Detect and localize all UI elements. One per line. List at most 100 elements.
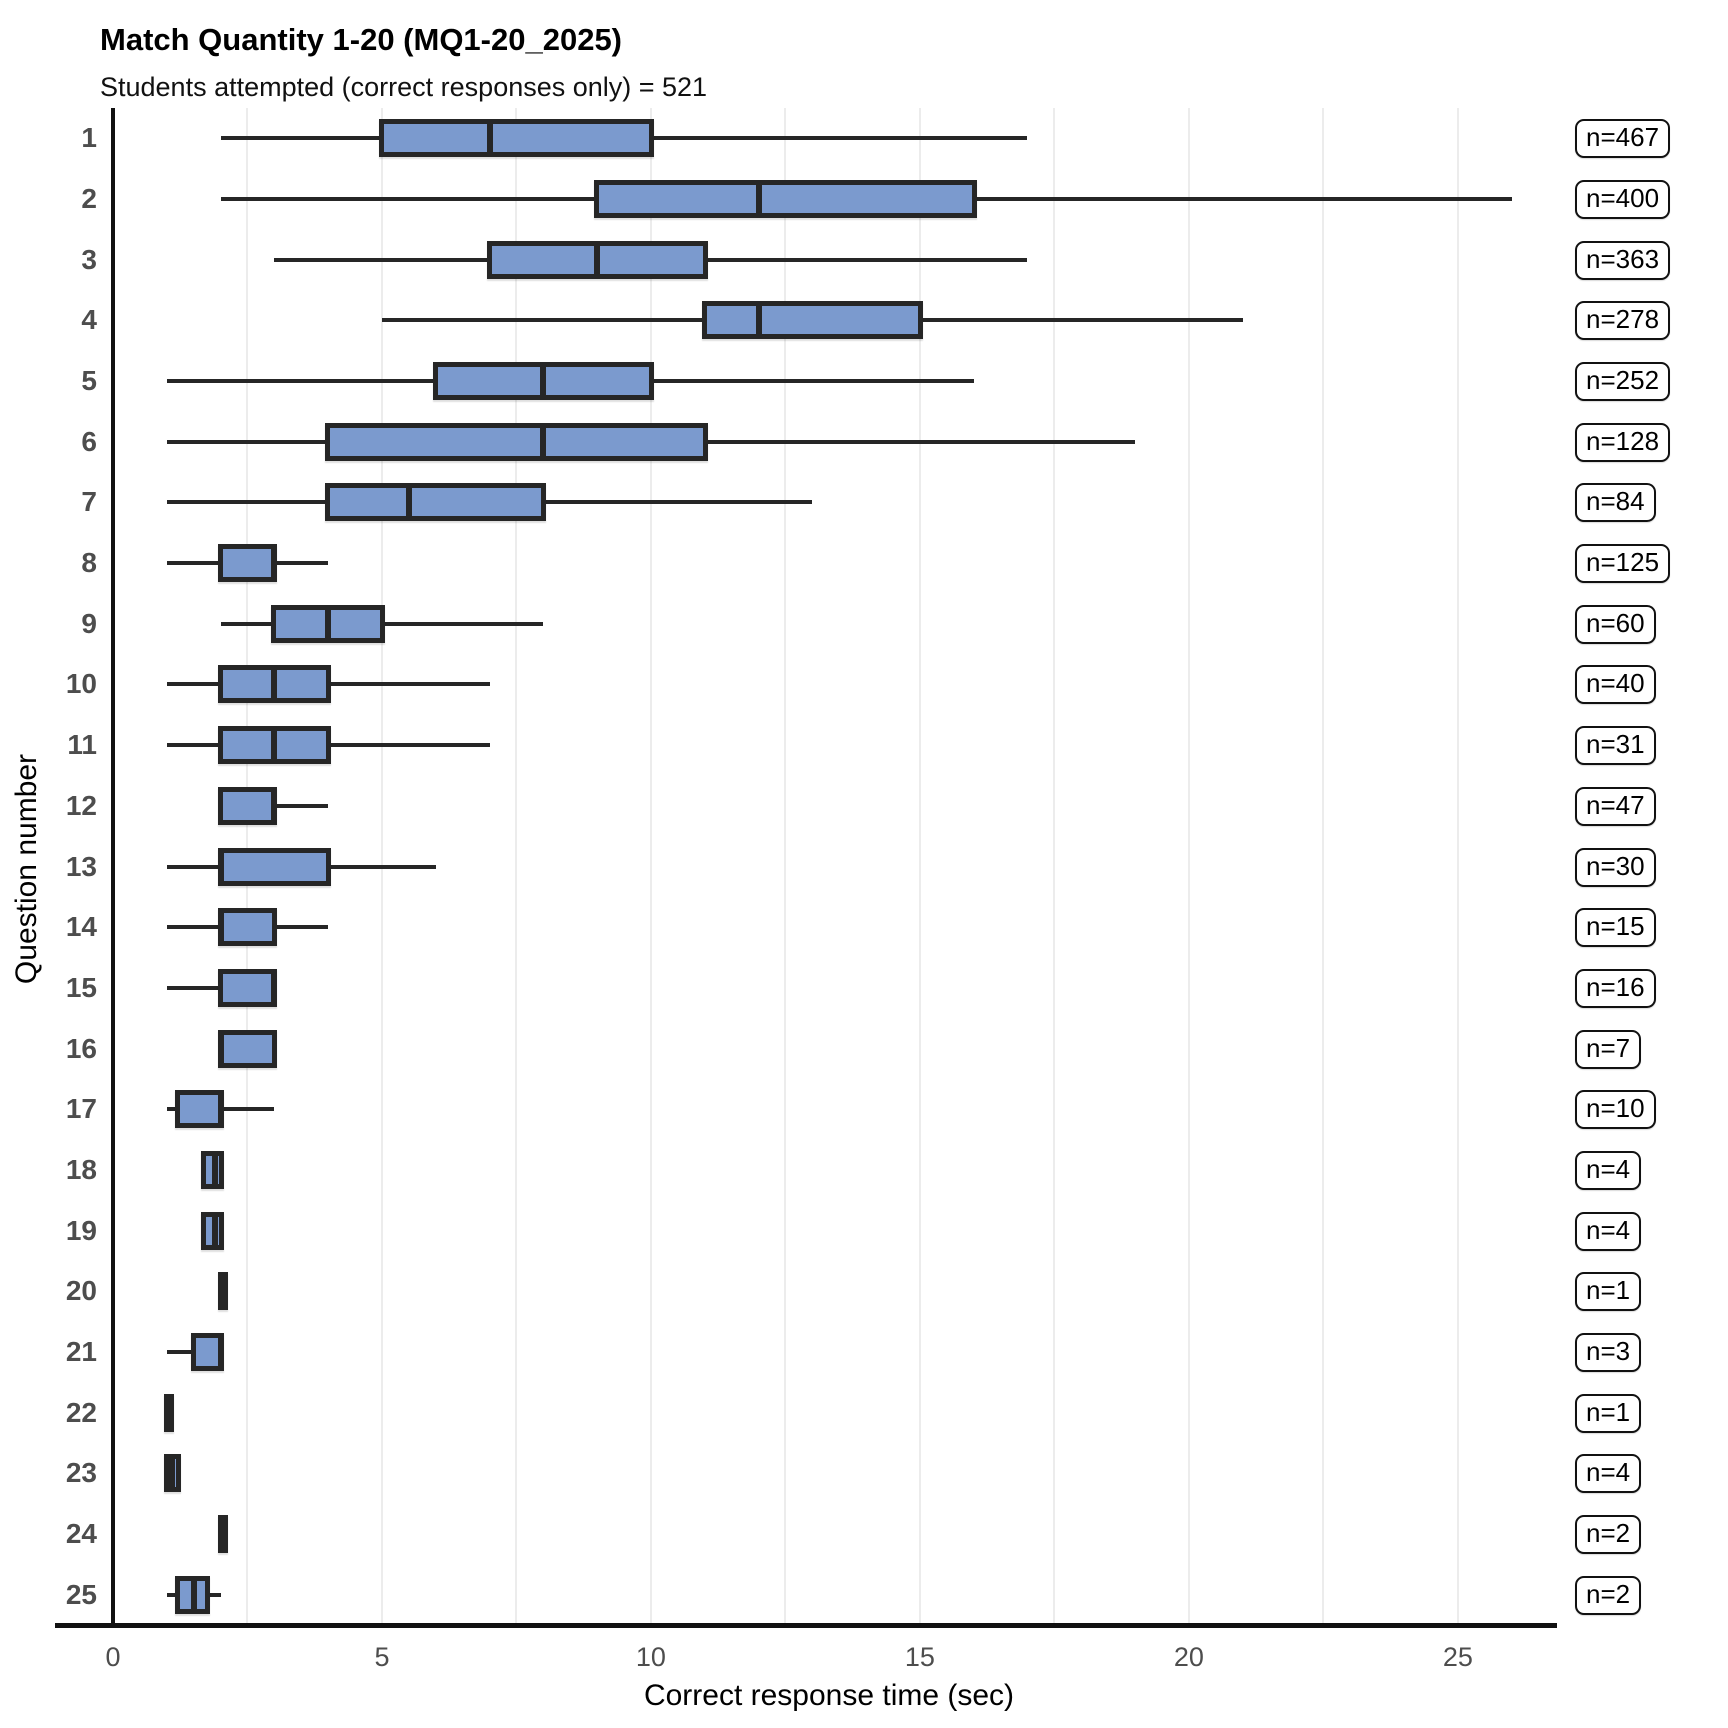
n-badge: n=363 [1575,240,1671,280]
n-badge: n=40 [1575,665,1656,705]
y-tick-label: 4 [81,304,97,336]
box [378,119,654,158]
median-line [405,483,412,522]
y-tick-label: 22 [65,1396,97,1428]
n-badge: n=4 [1575,1150,1642,1190]
gridline [1322,108,1325,1625]
y-axis-line [111,108,115,1628]
median-line [594,240,601,279]
median-line [755,180,762,219]
n-badge: n=1 [1575,1393,1642,1433]
median-line [217,908,224,947]
n-badge: n=16 [1575,968,1656,1008]
box [217,1029,278,1068]
y-tick-label: 3 [81,243,97,275]
y-tick-label: 14 [65,911,97,943]
x-tick-label: 15 [904,1642,935,1672]
n-badge: n=128 [1575,422,1671,462]
y-tick-label: 16 [65,1032,97,1064]
gridline [784,108,787,1625]
n-badge: n=252 [1575,362,1671,402]
y-tick-label: 19 [65,1214,97,1246]
median-line [271,968,278,1007]
n-badge: n=2 [1575,1514,1642,1554]
box [174,1090,224,1129]
median-line [271,665,278,704]
median-line [212,1150,219,1189]
n-badge: n=3 [1575,1332,1642,1372]
n-badge: n=60 [1575,604,1656,644]
n-badge: n=30 [1575,847,1656,887]
n-badge: n=31 [1575,726,1656,766]
gridline [515,108,518,1625]
x-tick-label: 20 [1173,1642,1204,1672]
median-line [271,544,278,583]
box [325,483,547,522]
box [217,544,278,583]
median-line [271,726,278,765]
y-tick-label: 12 [65,789,97,821]
plot-area [113,108,1545,1625]
box [217,847,332,886]
median-line [271,786,278,825]
y-tick-label: 10 [65,668,97,700]
y-tick-label: 17 [65,1093,97,1125]
y-tick-label: 24 [65,1517,97,1549]
median-line [325,604,332,643]
n-badge: n=84 [1575,483,1656,523]
median-line [217,847,224,886]
median-line [217,1272,224,1311]
x-tick-label: 0 [105,1642,121,1672]
y-tick-label: 20 [65,1275,97,1307]
y-tick-label: 1 [81,122,97,154]
chart-title: Match Quantity 1-20 (MQ1-20_2025) [100,22,623,57]
chart-subtitle: Students attempted (correct responses on… [100,72,708,102]
median-line [540,422,547,461]
box [594,180,977,219]
n-badge: n=2 [1575,1575,1642,1615]
median-line [169,1454,176,1493]
box [217,968,278,1007]
median-line [217,1332,224,1371]
box [217,908,278,947]
n-badge: n=47 [1575,786,1656,826]
y-tick-label: 6 [81,425,97,457]
n-badge: n=4 [1575,1211,1642,1251]
y-tick-label: 11 [67,729,97,761]
box [217,786,278,825]
box [325,422,708,461]
x-axis-title: Correct response time (sec) [643,1679,1015,1712]
y-tick-label: 25 [65,1578,97,1610]
n-badge: n=4 [1575,1454,1642,1494]
gridline [649,108,652,1625]
y-tick-label: 9 [81,607,97,639]
n-badge: n=125 [1575,544,1671,584]
x-tick-label: 10 [635,1642,666,1672]
median-line [163,1393,170,1432]
gridline [1456,108,1459,1625]
median-line [217,1090,224,1129]
gridline [918,108,921,1625]
n-badge: n=1 [1575,1272,1642,1312]
gridline [1187,108,1190,1625]
n-badge: n=15 [1575,908,1656,948]
median-line [217,1514,224,1553]
y-tick-label: 21 [65,1335,97,1367]
n-badge: n=10 [1575,1090,1656,1130]
x-tick-label: 5 [374,1642,390,1672]
gridline [1053,108,1056,1625]
median-line [190,1575,197,1614]
y-tick-label: 18 [65,1153,97,1185]
y-tick-label: 8 [81,547,97,579]
y-tick-label: 5 [81,365,97,397]
y-tick-label: 15 [65,971,97,1003]
n-badge: n=278 [1575,301,1671,341]
y-tick-label: 13 [65,850,97,882]
median-line [486,119,493,158]
median-line [212,1211,219,1250]
median-line [540,362,547,401]
n-badge: n=7 [1575,1029,1642,1069]
box [701,301,923,340]
y-tick-label: 7 [81,486,97,518]
